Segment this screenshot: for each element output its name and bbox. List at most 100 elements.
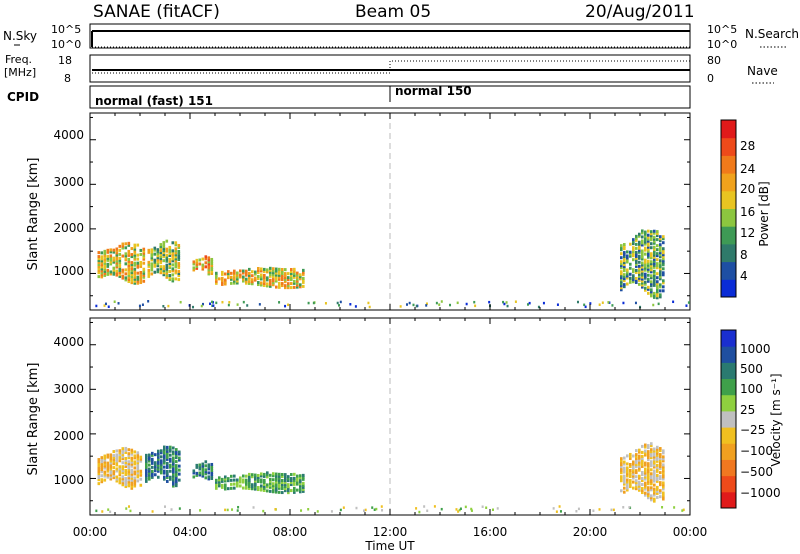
velocity-cell [635,449,638,453]
velocity-cell [172,456,175,460]
power-cell [653,251,656,255]
power-cell [659,283,662,287]
power-cell [629,242,632,246]
power-cell [629,252,632,256]
power-cell [641,253,644,257]
power-cell [257,283,260,287]
velocity-cell [109,471,113,475]
power-cbar-tick-16: 16 [740,205,755,219]
velocity-cell [118,473,122,477]
velocity-cell [257,476,260,480]
velocity-cell [662,487,665,491]
power-cell [139,272,143,276]
velocity-cell [650,444,653,448]
power-cell [644,252,647,256]
velocity-cell [172,474,175,478]
velocity-scatter-cell [128,505,131,508]
velocity-cell [151,473,154,477]
velocity-cell [302,483,305,487]
power-cell [302,272,305,276]
velocity-cell [278,480,281,484]
power-cell [100,259,104,263]
velocity-cell [659,449,662,453]
velocity-cell [154,461,157,465]
velocity-cell [659,463,662,467]
velocity-cell [263,480,266,484]
power-cell [242,271,245,275]
power-cell [662,247,665,251]
velocity-cell [136,471,140,475]
velocity-cell [248,476,251,480]
velocity-cell [230,474,233,478]
power-cell [227,274,230,278]
velocity-colorbar [721,330,736,509]
velocity-cell [166,461,169,465]
power-cell [656,272,659,276]
power-cell [153,246,157,250]
power-cell [644,276,647,280]
power-cell [142,279,146,283]
velocity-cell [638,458,641,462]
velocity-cell [130,480,134,484]
velocity-cell [302,489,305,493]
velocity-cell [210,477,214,481]
power-cell [177,264,181,268]
power-scatter-cell [537,305,540,309]
velocity-cell [659,459,662,463]
velocity-cell [204,468,208,472]
velocity-scatter-cell [371,506,374,509]
velocity-cell [175,478,178,482]
velocity-cell [115,469,119,473]
velocity-cell [204,470,208,474]
power-cell [656,280,659,284]
power-cell [302,268,305,272]
power-cell [632,252,635,256]
velocity-cell [662,491,665,495]
power-cell [260,277,263,281]
velocity-cell [103,460,107,464]
power-cell [171,279,175,283]
velocity-cell [136,479,140,483]
power-scatter-cell [598,303,601,306]
velocity-cell [148,467,151,471]
power-cell [632,242,635,246]
velocity-cell [112,458,116,462]
power-cell [165,271,169,275]
velocity-cell [632,486,635,490]
power-cell [653,255,656,259]
velocity-cell [227,477,230,481]
velocity-cell [139,469,143,473]
power-cell [121,270,125,274]
power-scatter-cell [576,300,579,304]
velocity-cell [145,459,148,463]
velocity-scatter-cell [342,506,345,509]
power-cell [100,269,104,273]
power-cell [302,276,305,280]
power-cell [147,274,151,278]
power-cell [659,245,662,249]
velocity-scatter-cell [552,507,555,510]
velocity-scatter-cell [316,510,319,513]
power-cell [139,270,143,274]
velocity-cell [201,472,205,476]
power-cell [192,268,196,272]
power-cell [162,249,166,253]
power-cell [174,277,178,281]
velocity-cell [112,470,116,474]
velocity-cell [644,491,647,495]
power-cell [647,241,650,245]
power-cell [224,282,227,286]
velocity-cell [106,463,110,467]
power-cell [100,271,104,275]
power-scatter-cell [528,301,531,305]
velocity-cell [632,470,635,474]
power-cell [142,253,146,257]
power-cell [269,272,272,276]
x-tick-5: 20:00 [573,525,608,539]
power-colorbar-swatch [721,120,736,139]
velocity-cell [169,449,172,453]
power-cell [647,229,650,233]
velocity-cell [662,457,665,461]
power-cell [171,257,175,261]
power-cell [638,260,641,264]
